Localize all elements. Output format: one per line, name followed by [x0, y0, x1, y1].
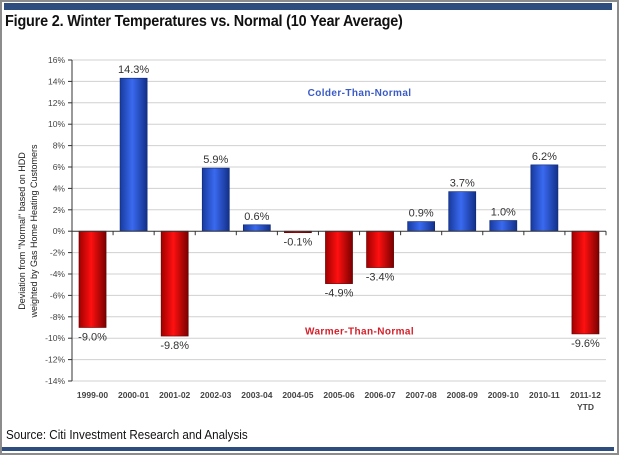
x-tick-label: 2009-10	[488, 390, 519, 400]
bar-2010-11	[530, 164, 559, 232]
y-tick-label: -14%	[45, 376, 65, 386]
x-tick-label: 2002-03	[200, 390, 231, 400]
y-tick-label: -12%	[45, 355, 65, 365]
axes	[68, 59, 607, 382]
data-label: 0.6%	[244, 211, 269, 223]
y-tick-label: 10%	[48, 119, 65, 129]
bar-2001-02	[160, 230, 189, 337]
y-tick-label: -8%	[50, 312, 66, 322]
x-tick-label: 1999-00	[77, 390, 108, 400]
y-axis-label-line-1: Deviation from "Normal" based on HDD	[17, 152, 27, 310]
bar-1999-00	[78, 230, 107, 328]
y-tick-label: 16%	[48, 55, 65, 65]
data-label: 5.9%	[203, 154, 228, 166]
y-tick-labels: 16% 14% 12% 10% 8% 6% 4% 2% 0% -2% -4% -6% -8% -10% -1…	[45, 55, 65, 386]
y-tick-label: 12%	[48, 98, 65, 108]
y-tick-label: -2%	[50, 248, 66, 258]
y-tick-label: 4%	[53, 183, 66, 193]
x-tick-label: 2007-08	[406, 390, 437, 400]
data-label: -9.8%	[160, 340, 189, 352]
x-tick-labels: 1999-00 2000-01 2001-02 2002-03 2003-04 2004-…	[77, 390, 601, 412]
data-label: -9.6%	[571, 338, 600, 350]
header-accent-bar	[4, 3, 612, 10]
x-tick-label: 2004-05	[282, 390, 313, 400]
x-tick-label: 2008-09	[447, 390, 478, 400]
y-tick-label: 8%	[53, 141, 66, 151]
bar-2007-08	[407, 221, 436, 232]
bar-2011-12	[571, 230, 600, 335]
data-label: 0.9%	[409, 208, 434, 220]
x-tick-sublabel: YTD	[577, 402, 594, 412]
annotation-colder-than-normal: Colder-Than-Normal	[308, 88, 412, 99]
x-tick-label: 2005-06	[323, 390, 354, 400]
annotation-warmer-than-normal: Warmer-Than-Normal	[305, 327, 414, 338]
x-tick-label: 2000-01	[118, 390, 149, 400]
data-label: 3.7%	[450, 178, 475, 190]
data-label: 1.0%	[491, 207, 516, 219]
source-note: Source: Citi Investment Research and Ana…	[6, 428, 248, 442]
data-label: -9.0%	[78, 332, 107, 344]
bar-2008-09	[448, 191, 477, 232]
x-tick-label: 2010-11	[529, 390, 560, 400]
x-tick-label: 2011-12	[570, 390, 601, 400]
y-tick-label: 14%	[48, 76, 65, 86]
bar-2009-10	[489, 220, 518, 232]
y-tick-label: 2%	[53, 205, 66, 215]
bar-2002-03	[201, 167, 230, 232]
y-tick-label: -6%	[50, 290, 66, 300]
x-tick-label: 2006-07	[364, 390, 395, 400]
bar-2006-07	[366, 230, 394, 268]
bar-2005-06	[325, 230, 353, 284]
data-label: -4.9%	[325, 288, 354, 300]
bars	[78, 77, 600, 337]
y-tick-label: 0%	[53, 226, 66, 236]
data-labels: -9.0% 14.3% -9.8% 5.9% 0.6% -0.1% -4.9% -3.4% 0.…	[78, 64, 600, 352]
data-label: 14.3%	[118, 64, 149, 76]
x-tick-label: 2001-02	[159, 390, 190, 400]
data-label: -0.1%	[284, 236, 313, 248]
y-tick-label: -10%	[45, 333, 65, 343]
data-label: 6.2%	[532, 151, 557, 163]
footer-accent-bar	[2, 447, 614, 451]
y-tick-label: 6%	[53, 162, 66, 172]
data-label: -3.4%	[366, 272, 395, 284]
bar-2003-04	[242, 224, 271, 232]
figure-title: Figure 2. Winter Temperatures vs. Normal…	[5, 13, 403, 30]
y-axis-label-line-2: weighted by Gas Home Heating Customers	[29, 144, 39, 319]
x-tick-label: 2003-04	[241, 390, 272, 400]
y-tick-label: -4%	[50, 269, 66, 279]
bar-2000-01	[119, 77, 148, 232]
y-axis-label: Deviation from "Normal" based on HDD wei…	[17, 144, 39, 319]
